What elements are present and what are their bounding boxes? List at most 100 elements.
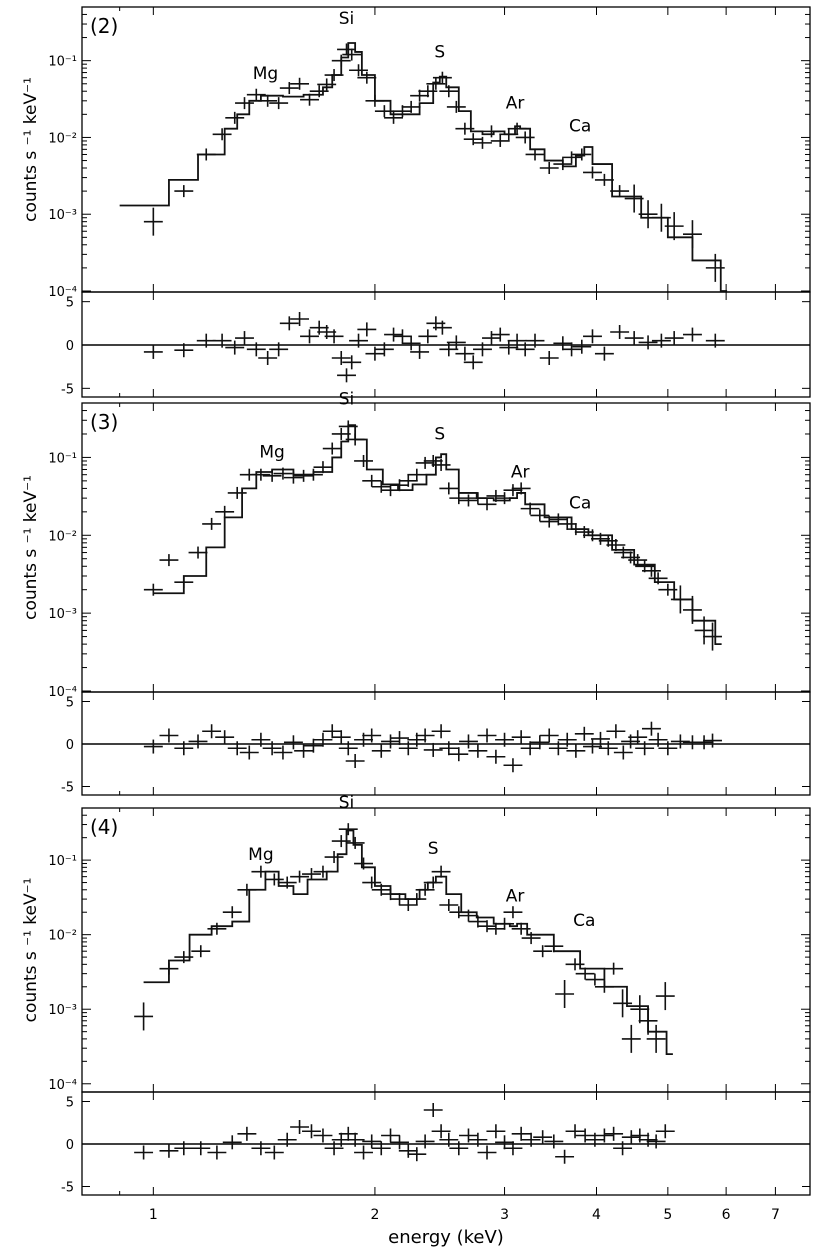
data-point (641, 564, 661, 577)
data-point (426, 77, 446, 90)
residual-point (553, 336, 573, 351)
residual-point (594, 1128, 614, 1143)
data-point (202, 517, 222, 530)
residual-point (269, 342, 289, 357)
residual-point (439, 1132, 459, 1147)
y-tick-label: 10⁻³ (48, 208, 77, 223)
data-point (431, 865, 451, 878)
chart-panel-2: 10⁻⁴ 10⁻³ 10⁻² 10⁻¹ counts s ⁻¹ keV⁻¹ (2) Mg Si… (21, 6, 811, 398)
residual-point (486, 749, 506, 764)
data-point (309, 85, 329, 98)
residual-point (682, 327, 702, 342)
residual-point (463, 355, 483, 370)
data-point (604, 962, 624, 975)
residual-point (174, 1141, 194, 1156)
residual-point (431, 1124, 451, 1139)
data-point (251, 865, 271, 878)
emission-line-label: Mg (248, 845, 273, 865)
residual-y-tick-label: 0 (66, 738, 74, 753)
residual-point (239, 745, 259, 760)
data-point (459, 494, 478, 507)
data-point (196, 148, 216, 161)
residual-point (225, 340, 245, 355)
residual-point (418, 329, 438, 344)
data-point (362, 876, 382, 889)
data-point (432, 71, 452, 84)
residual-point (477, 1145, 497, 1160)
data-point (159, 554, 179, 567)
data-point (215, 505, 235, 518)
data-point (490, 134, 510, 147)
data-point (398, 474, 418, 487)
emission-line-label: S (434, 424, 445, 444)
residual-y-tick-label: -5 (61, 781, 74, 796)
x-tick-label: 4 (592, 1207, 601, 1223)
data-point (694, 616, 714, 645)
residual-point (575, 1128, 595, 1143)
data-point (300, 93, 319, 106)
data-point (331, 427, 351, 440)
data-point (572, 148, 592, 161)
residual-point (143, 344, 163, 359)
residual-point (415, 728, 435, 743)
data-point (188, 546, 208, 559)
data-point (423, 876, 443, 889)
residual-point (324, 329, 344, 344)
data-point (401, 100, 421, 113)
residual-point (459, 734, 478, 749)
residual-point (374, 342, 394, 357)
residual-point (439, 342, 459, 357)
data-point (507, 122, 527, 135)
residual-point (694, 735, 714, 750)
data-point (606, 539, 626, 552)
data-point (331, 54, 351, 67)
data-point (345, 433, 365, 446)
panel-label: (2) (90, 14, 118, 38)
data-point (594, 173, 614, 186)
residual-point (544, 1134, 564, 1149)
data-point (449, 906, 469, 919)
data-point (553, 158, 573, 171)
residual-y-tick-label: 5 (66, 696, 74, 711)
residual-point (495, 1135, 514, 1150)
y-tick-label: 10⁻⁴ (48, 1078, 77, 1093)
emission-line-label: S (434, 42, 445, 62)
residual-point (703, 733, 722, 748)
residual-point (331, 730, 351, 745)
spectrum-frame (81, 402, 811, 693)
data-point (143, 207, 163, 236)
residual-point (583, 739, 602, 754)
data-point (585, 973, 605, 986)
residual-point (495, 732, 514, 747)
residual-point (638, 1132, 658, 1147)
residual-point (235, 331, 254, 346)
data-point (273, 467, 293, 480)
residual-point (300, 329, 319, 344)
residual-point (191, 1141, 211, 1156)
data-point (345, 836, 365, 849)
residual-point (362, 1134, 382, 1149)
emission-line-label: Ca (573, 911, 595, 931)
residual-point (390, 1135, 409, 1150)
residual-point (390, 731, 409, 746)
residual-point (598, 741, 618, 756)
residual-point (486, 1124, 506, 1139)
data-point (482, 125, 501, 138)
residual-point (423, 742, 443, 757)
data-point (362, 474, 382, 487)
residual-point (585, 1132, 605, 1147)
data-point (591, 532, 610, 545)
data-point (269, 97, 289, 110)
data-point (511, 922, 531, 935)
data-point (337, 43, 356, 56)
data-point (565, 958, 585, 971)
data-point (562, 151, 582, 164)
residual-point (188, 734, 208, 749)
residual-point (258, 351, 278, 365)
data-point (446, 100, 466, 113)
y-tick-label: 10⁻¹ (48, 854, 77, 869)
data-point (648, 572, 668, 585)
data-point (415, 883, 435, 896)
residual-point (574, 726, 594, 741)
